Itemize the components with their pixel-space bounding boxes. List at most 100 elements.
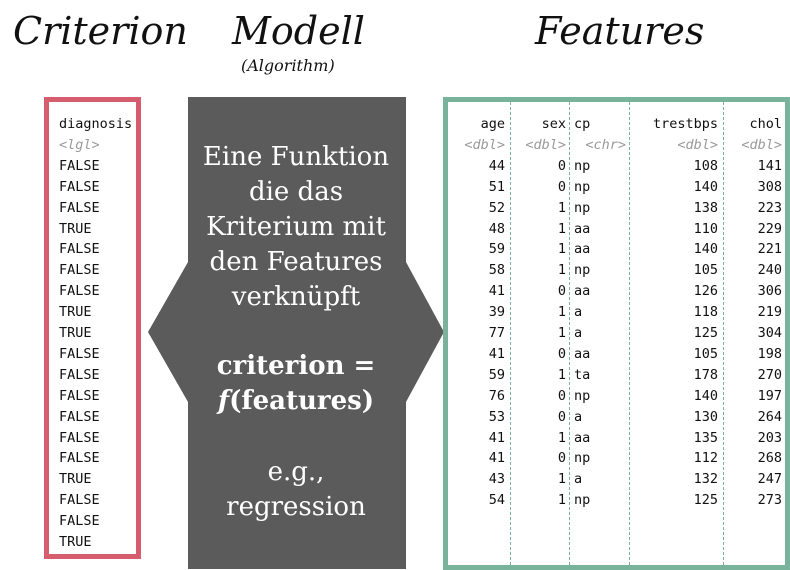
features-cell: 197 xyxy=(757,387,782,404)
features-cell: 306 xyxy=(757,283,782,300)
criterion-value-cell: FALSE xyxy=(59,283,100,300)
features-cell: 110 xyxy=(693,220,718,237)
features-cell: 54 xyxy=(488,492,505,509)
criterion-heading: Criterion xyxy=(13,9,188,53)
features-cell: 1 xyxy=(557,262,566,279)
features-cell: np xyxy=(574,450,591,467)
features-column-header: trestbps xyxy=(652,116,718,132)
criterion-value-cell: FALSE xyxy=(59,387,100,404)
criterion-value-cell: FALSE xyxy=(59,513,100,530)
features-cell: 304 xyxy=(757,325,782,341)
model-formula-function: f xyxy=(217,386,230,416)
features-cell: np xyxy=(574,157,591,174)
features-cell: 1 xyxy=(557,241,566,258)
features-cell: 0 xyxy=(557,450,566,467)
features-cell: 118 xyxy=(693,304,718,321)
features-cell: 308 xyxy=(757,178,782,195)
features-cell: 105 xyxy=(693,262,718,279)
features-cell: np xyxy=(574,492,591,509)
model-description-line: Kriterium mit xyxy=(206,212,386,242)
features-cell: 1 xyxy=(557,429,566,446)
features-cell: 43 xyxy=(488,471,505,488)
features-cell: 140 xyxy=(693,178,718,195)
criterion-column-header: diagnosis xyxy=(59,116,133,132)
features-cell: 48 xyxy=(488,220,505,237)
features-cell: 1 xyxy=(557,471,566,488)
criterion-value-cell: FALSE xyxy=(59,366,100,383)
criterion-value-cell: FALSE xyxy=(59,492,100,509)
features-cell: a xyxy=(574,325,583,341)
criterion-value-cell: FALSE xyxy=(59,345,100,362)
criterion-value-cell: TRUE xyxy=(59,325,92,341)
features-cell: 223 xyxy=(757,199,782,216)
features-cell: aa xyxy=(574,283,591,300)
features-cell: 53 xyxy=(488,408,505,425)
features-cell: 1 xyxy=(557,492,566,509)
features-cell: 39 xyxy=(488,304,505,321)
features-cell: np xyxy=(574,199,591,216)
criterion-column-type: <lgl> xyxy=(59,136,100,153)
features-cell: 140 xyxy=(693,241,718,258)
model-description-line: den Features xyxy=(209,247,383,277)
model-shape xyxy=(148,97,444,569)
features-cell: 138 xyxy=(693,199,718,216)
features-cell: 126 xyxy=(693,283,718,300)
model-arrow-shape xyxy=(148,97,444,569)
features-cell: 141 xyxy=(757,157,782,174)
features-heading: Features xyxy=(535,9,705,53)
criterion-value-cell: FALSE xyxy=(59,199,100,216)
criterion-value-cell: TRUE xyxy=(59,471,92,488)
model-example-label: e.g., xyxy=(267,457,325,487)
features-cell: 59 xyxy=(488,366,505,383)
features-cell: a xyxy=(574,304,583,321)
model-formula-expression: f(features) xyxy=(148,384,444,419)
features-cell: ta xyxy=(574,366,591,383)
features-cell: 1 xyxy=(557,325,566,341)
features-cell: aa xyxy=(574,220,591,237)
features-cell: 51 xyxy=(488,178,505,195)
model-description-line: die das xyxy=(248,177,344,207)
features-column-header: cp xyxy=(574,116,591,132)
features-cell: 125 xyxy=(693,492,718,509)
features-cell: 44 xyxy=(488,157,505,174)
features-cell: 1 xyxy=(557,366,566,383)
features-column-header: age xyxy=(480,116,505,132)
features-cell: 203 xyxy=(757,429,782,446)
criterion-table: diagnosis <lgl> FALSE FALSE FALSE TRUE FALSE FA… xyxy=(44,97,141,559)
features-cell: 1 xyxy=(557,304,566,321)
features-cell: 125 xyxy=(693,325,718,341)
features-cell: np xyxy=(574,262,591,279)
features-cell: aa xyxy=(574,429,591,446)
features-column-type: <dbl> xyxy=(677,136,718,153)
criterion-value-cell: TRUE xyxy=(59,534,92,550)
features-column-type: <dbl> xyxy=(525,136,566,153)
features-cell: 130 xyxy=(693,408,718,425)
column-separator xyxy=(569,102,570,565)
features-cell: 0 xyxy=(557,283,566,300)
features-cell: 178 xyxy=(693,366,718,383)
features-cell: 77 xyxy=(488,325,505,341)
features-cell: 52 xyxy=(488,199,505,216)
features-cell: aa xyxy=(574,241,591,258)
criterion-value-cell: TRUE xyxy=(59,220,92,237)
features-cell: 198 xyxy=(757,345,782,362)
features-cell: a xyxy=(574,408,583,425)
features-cell: aa xyxy=(574,345,591,362)
features-cell: 41 xyxy=(488,345,505,362)
features-cell: 0 xyxy=(557,157,566,174)
features-cell: 247 xyxy=(757,471,782,488)
features-column-type: <dbl> xyxy=(741,136,782,153)
criterion-value-cell: FALSE xyxy=(59,408,100,425)
features-cell: np xyxy=(574,178,591,195)
features-cell: 219 xyxy=(757,304,782,321)
features-cell: 132 xyxy=(693,471,718,488)
features-table: age <dbl> sex <dbl> cp <chr> trestbps <dbl> chol… xyxy=(443,97,790,570)
criterion-value-cell: FALSE xyxy=(59,241,100,258)
features-column-header: chol xyxy=(749,116,782,132)
features-column-header: sex xyxy=(541,116,566,132)
model-example-value: regression xyxy=(226,492,366,522)
features-cell: 1 xyxy=(557,220,566,237)
features-cell: 112 xyxy=(693,450,718,467)
features-cell: 41 xyxy=(488,283,505,300)
features-column-type: <chr> xyxy=(585,136,626,153)
